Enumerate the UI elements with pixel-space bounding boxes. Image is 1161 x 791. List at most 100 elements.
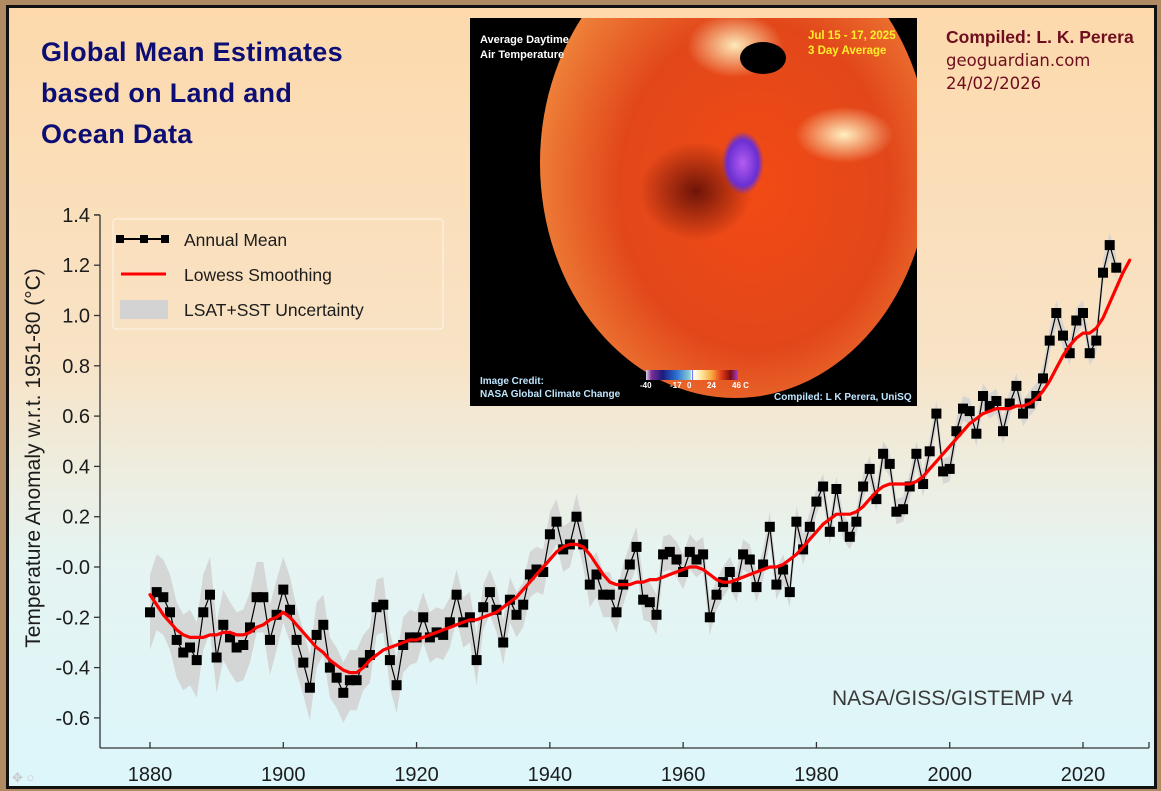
- x-tick-label: 2020: [1061, 764, 1106, 786]
- annual-mean-point: [604, 589, 615, 600]
- annual-mean-point: [711, 589, 722, 600]
- inset-image-credit: Image Credit: NASA Global Climate Change: [480, 375, 620, 401]
- colorbar-tick: 46 C: [732, 381, 749, 390]
- annual-mean-point: [1058, 330, 1068, 341]
- colorbar-tick: -40: [640, 381, 652, 390]
- annual-mean-point: [471, 655, 482, 666]
- annual-mean-point: [731, 582, 742, 593]
- annual-mean-point: [638, 594, 649, 605]
- annual-mean-point: [804, 521, 815, 532]
- annual-mean-point: [285, 604, 295, 615]
- x-tick-label: 2000: [927, 764, 972, 786]
- annual-mean-point: [891, 506, 902, 517]
- annual-mean-point: [918, 479, 929, 489]
- inset-title-line-2: Air Temperature: [480, 49, 565, 61]
- chart-svg: -0.6 -0.4 -0.2 -0.0 0.2 0.4 0.6 0.8 1.0 1.2 1.4 188…: [22, 205, 1150, 786]
- y-tick-label: 0.8: [62, 356, 90, 378]
- x-tick-label: 1940: [528, 764, 573, 786]
- y-axis-label: Temperature Anomaly w.r.t. 1951-80 (°C): [22, 268, 45, 648]
- annual-mean-point: [464, 612, 475, 623]
- annual-mean-point: [245, 622, 255, 633]
- annual-mean-point: [598, 589, 609, 600]
- y-tick-label: -0.4: [56, 658, 90, 680]
- annual-mean-point: [798, 544, 809, 555]
- annual-mean-point: [1064, 348, 1075, 359]
- annual-mean-point: [1018, 408, 1028, 419]
- annual-mean-point: [404, 632, 415, 643]
- annual-mean-point: [724, 567, 735, 577]
- y-tick-label: 0.4: [62, 456, 90, 478]
- annual-mean-point: [238, 640, 249, 650]
- annual-mean-point: [758, 559, 769, 570]
- annual-mean-point: [751, 582, 762, 593]
- colorbar-tick: 0: [687, 381, 692, 390]
- annual-mean-point: [258, 592, 269, 603]
- annual-mean-point: [291, 634, 302, 645]
- annual-mean-point: [911, 448, 922, 459]
- annual-mean-point: [1011, 380, 1022, 391]
- annual-mean-point: [678, 567, 689, 577]
- annual-mean-point: [331, 672, 342, 683]
- annual-mean-point: [531, 564, 542, 575]
- inset-title-line-1: Average Daytime: [480, 34, 569, 46]
- annual-mean-point: [198, 607, 209, 618]
- annual-mean-point: [884, 458, 895, 469]
- black-sea-shape: [740, 42, 786, 74]
- annual-mean-point: [898, 504, 909, 515]
- annual-mean-point: [518, 599, 529, 610]
- annual-mean-point: [185, 642, 195, 653]
- globe-temperature-map: [540, 18, 917, 398]
- inset-date-line-1: Jul 15 - 17, 2025: [808, 30, 896, 42]
- annual-mean-point: [544, 529, 555, 540]
- annual-mean-point: [931, 408, 942, 419]
- annual-mean-point: [744, 554, 755, 565]
- annual-mean-point: [271, 609, 282, 620]
- annual-mean-point: [504, 594, 515, 605]
- annual-mean-point: [858, 481, 869, 492]
- inset-date-line-2: 3 Day Average: [808, 45, 887, 57]
- annual-mean-point: [944, 463, 955, 474]
- credit-website: geoguardian.com: [946, 51, 1091, 70]
- annual-mean-point: [438, 629, 449, 640]
- annual-mean-point: [165, 607, 175, 618]
- legend-annual-mean-swatch: [116, 235, 169, 243]
- annual-mean-point: [991, 396, 1002, 406]
- annual-mean-point: [1104, 240, 1115, 251]
- annual-mean-point: [338, 687, 349, 698]
- y-tick-label: -0.6: [56, 708, 90, 730]
- annual-mean-point: [511, 609, 522, 620]
- annual-mean-point: [864, 463, 875, 474]
- credit-date: 24/02/2026: [946, 74, 1042, 93]
- annual-mean-point: [704, 612, 715, 623]
- x-tick-label: 1960: [661, 764, 706, 786]
- annual-mean-point: [924, 446, 935, 457]
- x-tick-label: 1980: [794, 764, 839, 786]
- annual-mean-point: [818, 481, 829, 492]
- annual-mean-point: [351, 675, 362, 686]
- source-label: NASA/GISS/GISTEMP v4: [832, 687, 1074, 710]
- legend-uncertainty-swatch: [120, 300, 168, 319]
- lowess-layer: [148, 258, 1132, 675]
- credit-compiled: Compiled: L. K. Perera: [946, 27, 1134, 47]
- annual-mean-point: [1004, 398, 1015, 409]
- annual-mean-point: [778, 564, 789, 575]
- annual-mean-point: [171, 634, 182, 645]
- annual-mean-point: [231, 642, 242, 653]
- annual-mean-point: [1071, 315, 1082, 326]
- annual-mean-point: [411, 632, 422, 643]
- annual-mean-point: [151, 587, 162, 598]
- annual-mean-point: [844, 531, 855, 542]
- annual-mean-point: [1091, 335, 1102, 346]
- annual-mean-point: [851, 516, 862, 527]
- x-tick-label: 1880: [128, 764, 173, 786]
- annual-mean-point: [984, 401, 995, 411]
- annual-mean-point: [571, 511, 582, 522]
- annual-mean-point: [591, 569, 602, 580]
- annual-mean-point: [578, 539, 589, 550]
- annual-mean-point: [304, 682, 315, 693]
- inset-globe-image: Average Daytime Air Temperature Jul 15 -…: [470, 18, 917, 406]
- annual-mean-point: [838, 521, 849, 532]
- annual-mean-point: [424, 632, 435, 643]
- annual-mean-point: [444, 617, 455, 628]
- annual-mean-point: [971, 428, 982, 439]
